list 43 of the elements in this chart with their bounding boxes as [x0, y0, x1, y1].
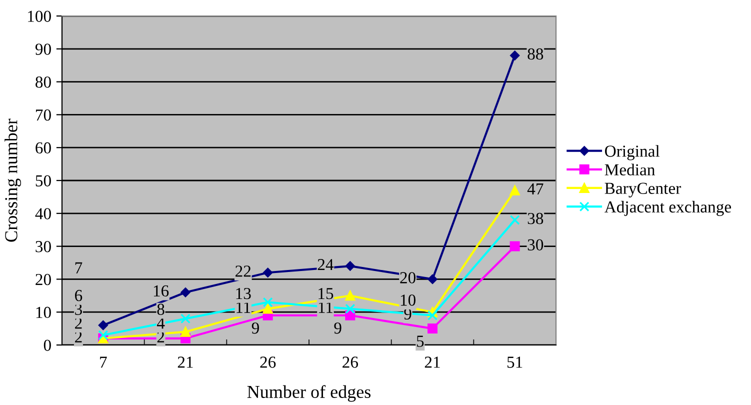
y-tick-label: 0: [44, 340, 51, 351]
y-tick-label: 80: [36, 76, 51, 88]
y-tick-label: 40: [35, 208, 51, 220]
y-tick-label: 100: [28, 10, 51, 22]
data-label: 11: [236, 302, 250, 313]
data-label: 9: [252, 322, 259, 334]
data-label: 22: [236, 266, 251, 277]
x-tick-label: 26: [260, 356, 276, 368]
data-label: 4: [156, 318, 165, 329]
y-tick-label: 60: [36, 142, 51, 154]
annotation: 7: [75, 262, 82, 274]
y-tick-label: 90: [35, 44, 51, 55]
x-tick-label: 7: [100, 356, 107, 368]
data-label: 11: [318, 302, 332, 313]
y-tick-label: 50: [36, 175, 51, 186]
x-axis-title: Number of edges: [247, 385, 371, 402]
legend-label: Original: [605, 145, 660, 160]
x-tick-label: 21: [178, 356, 193, 368]
data-label: 8: [157, 304, 164, 315]
x-tick-label: 26: [342, 356, 358, 368]
data-label: 13: [236, 288, 251, 300]
y-axis-title: Crossing number: [4, 118, 22, 242]
legend-label: Median: [604, 164, 655, 176]
data-label: 47: [527, 183, 544, 194]
data-label: 30: [528, 239, 544, 250]
y-tick-label: 30: [36, 241, 51, 252]
data-label: 20: [400, 272, 416, 284]
x-tick-label: 51: [507, 356, 522, 368]
data-label: 6: [75, 290, 82, 302]
data-label: 9: [334, 322, 342, 334]
legend-label: Adjacent exchange: [604, 200, 731, 216]
legend-label: BaryCenter: [604, 182, 682, 198]
data-label: 10: [400, 294, 416, 306]
data-label: 24: [318, 259, 334, 270]
data-label: 15: [318, 288, 334, 300]
data-label: 16: [154, 285, 169, 297]
data-label: 5: [416, 336, 424, 347]
y-tick-label: 70: [36, 109, 51, 121]
y-tick-label: 20: [36, 274, 51, 286]
data-label: 88: [528, 48, 544, 60]
y-tick-label: 10: [36, 306, 51, 318]
data-label: 38: [528, 212, 544, 224]
x-tick-label: 21: [424, 356, 440, 368]
